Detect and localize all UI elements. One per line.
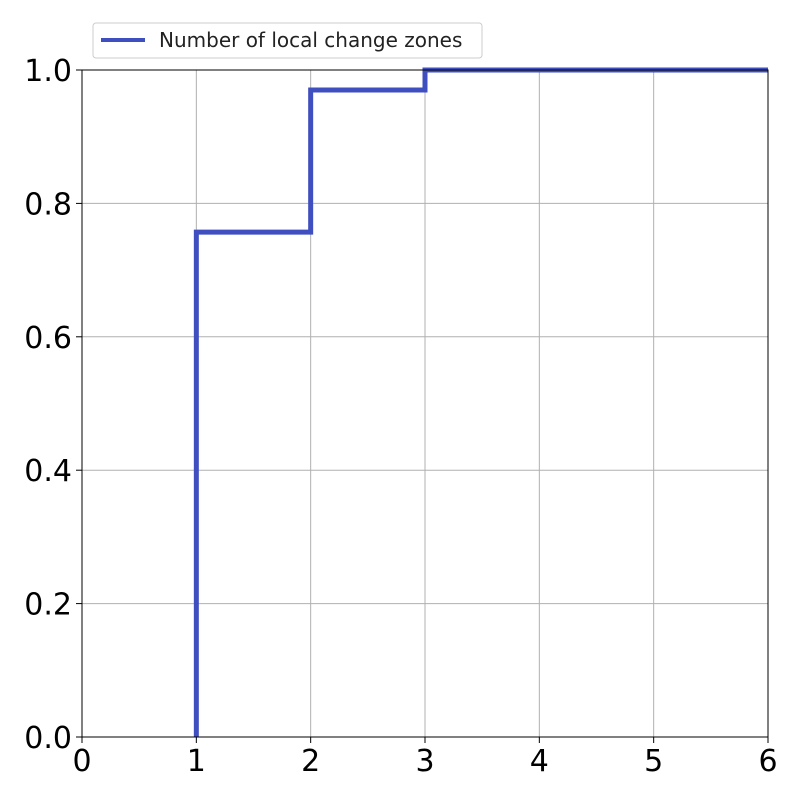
y-tick-label-1: 0.2 <box>24 588 72 623</box>
x-tick-label-2: 2 <box>301 744 320 779</box>
x-tick-label-6: 6 <box>758 744 777 779</box>
legend-label: Number of local change zones <box>159 28 462 52</box>
x-tick-label-5: 5 <box>644 744 663 779</box>
x-tick-label-4: 4 <box>530 744 549 779</box>
legend-box <box>92 22 483 59</box>
y-tick-label-4: 0.8 <box>24 187 72 222</box>
y-tick-label-5: 1.0 <box>24 54 72 89</box>
legend: Number of local change zones <box>92 22 483 59</box>
x-tick-label-0: 0 <box>72 744 91 779</box>
x-tick-label-1: 1 <box>187 744 206 779</box>
y-tick-label-3: 0.6 <box>24 321 72 356</box>
y-tick-label-2: 0.4 <box>24 454 72 489</box>
y-tick-label-0: 0.0 <box>24 721 72 756</box>
axis-ticks: 0 1 2 3 4 5 6 0.0 0.2 0.4 0.6 0.8 1.0 <box>24 54 777 779</box>
x-tick-label-3: 3 <box>415 744 434 779</box>
